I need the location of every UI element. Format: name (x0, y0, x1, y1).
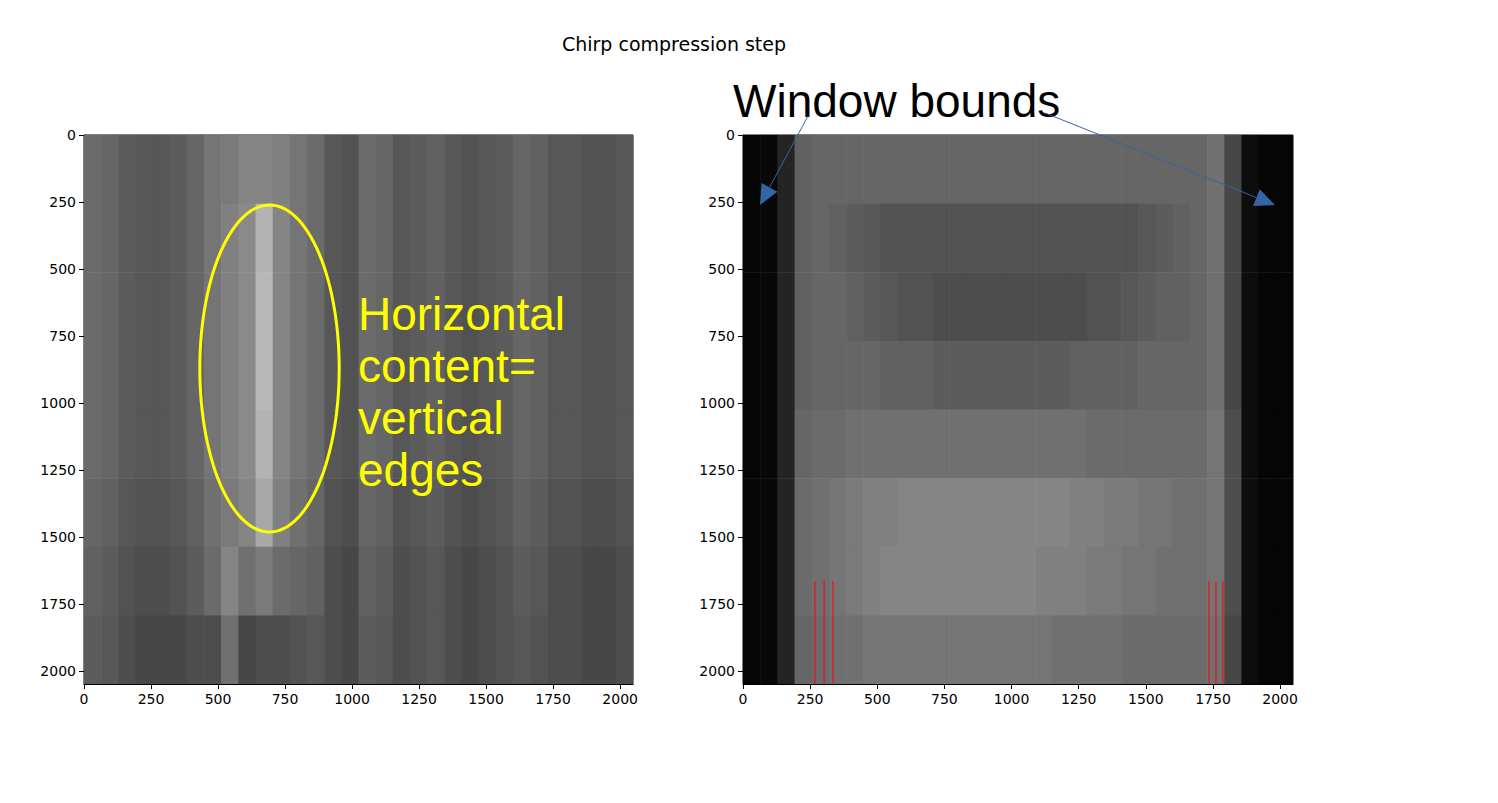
svg-text:1500: 1500 (1128, 691, 1164, 707)
svg-text:2000: 2000 (40, 663, 76, 679)
svg-text:250: 250 (797, 691, 824, 707)
svg-text:750: 750 (708, 328, 735, 344)
svg-text:500: 500 (864, 691, 891, 707)
svg-text:1000: 1000 (40, 395, 76, 411)
svg-text:1750: 1750 (1195, 691, 1231, 707)
svg-text:Window bounds: Window bounds (733, 75, 1060, 127)
svg-text:750: 750 (931, 691, 958, 707)
svg-text:1250: 1250 (40, 462, 76, 478)
svg-text:0: 0 (739, 691, 748, 707)
svg-text:Horizontal: Horizontal (358, 288, 565, 340)
svg-text:1750: 1750 (699, 596, 735, 612)
svg-text:1750: 1750 (535, 691, 571, 707)
svg-text:1500: 1500 (468, 691, 504, 707)
svg-text:500: 500 (49, 261, 76, 277)
svg-text:1000: 1000 (994, 691, 1030, 707)
svg-text:250: 250 (49, 194, 76, 210)
svg-text:1000: 1000 (699, 395, 735, 411)
svg-text:1500: 1500 (699, 529, 735, 545)
svg-text:1250: 1250 (1061, 691, 1097, 707)
svg-text:1250: 1250 (699, 462, 735, 478)
svg-text:1500: 1500 (40, 529, 76, 545)
svg-text:0: 0 (67, 127, 76, 143)
svg-text:vertical: vertical (358, 392, 504, 444)
svg-text:0: 0 (80, 691, 89, 707)
svg-text:500: 500 (708, 261, 735, 277)
svg-text:750: 750 (272, 691, 299, 707)
svg-text:2000: 2000 (1262, 691, 1298, 707)
svg-text:1250: 1250 (401, 691, 437, 707)
svg-text:edges: edges (358, 444, 483, 496)
svg-text:content=: content= (358, 340, 536, 392)
svg-text:0: 0 (726, 127, 735, 143)
svg-text:250: 250 (708, 194, 735, 210)
svg-text:Chirp compression step: Chirp compression step (562, 33, 786, 55)
svg-text:1750: 1750 (40, 596, 76, 612)
svg-text:500: 500 (205, 691, 232, 707)
svg-text:750: 750 (49, 328, 76, 344)
svg-text:250: 250 (138, 691, 165, 707)
svg-text:1000: 1000 (334, 691, 370, 707)
svg-text:2000: 2000 (602, 691, 638, 707)
svg-text:2000: 2000 (699, 663, 735, 679)
